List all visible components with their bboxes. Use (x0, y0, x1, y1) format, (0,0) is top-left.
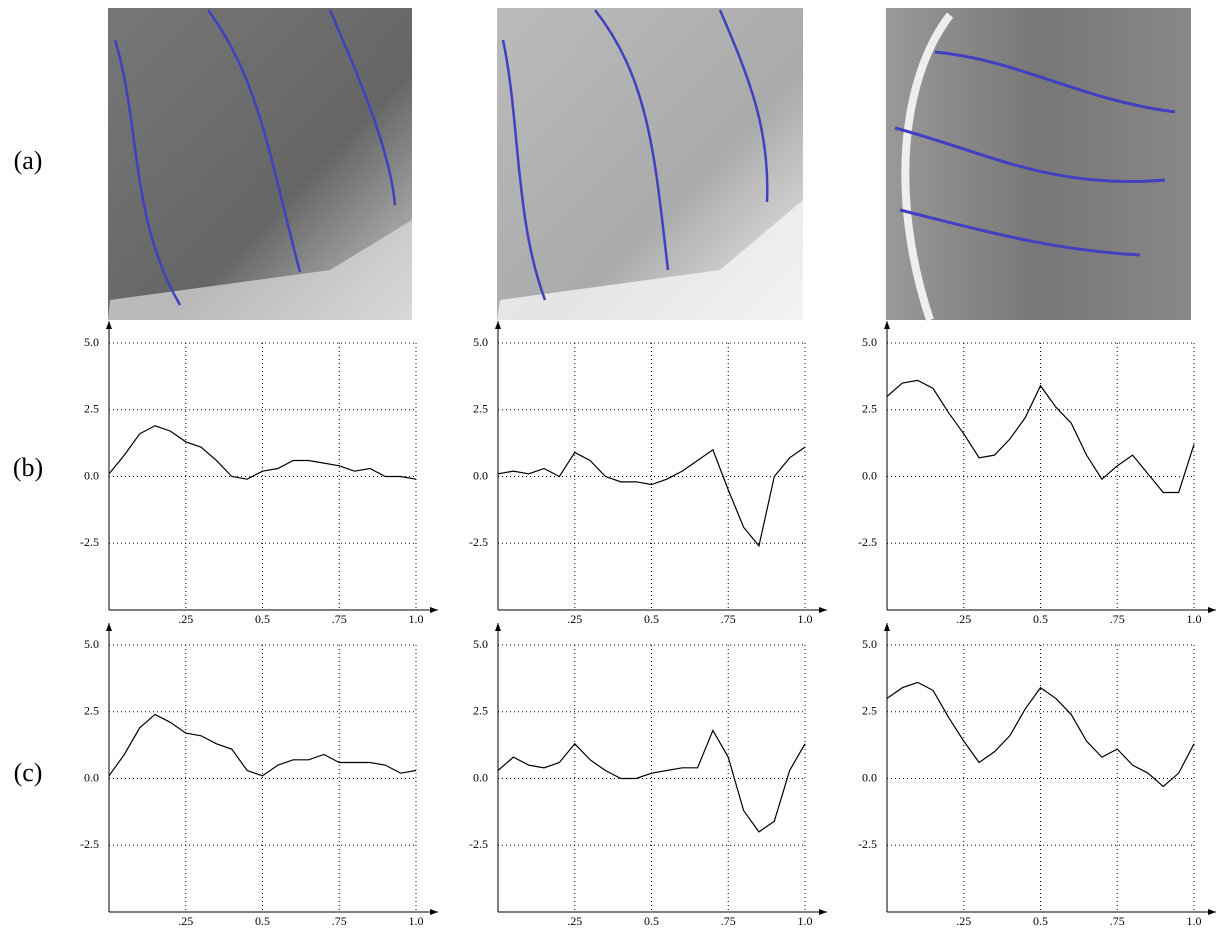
x-tick-label: .25 (178, 612, 193, 626)
y-tick-label: -2.5 (858, 535, 877, 549)
image-2 (497, 8, 803, 320)
y-tick-label: -2.5 (469, 837, 488, 851)
y-tick-label: 5.0 (862, 335, 877, 349)
x-tick-label: .75 (721, 914, 736, 928)
y-tick-label: 5.0 (84, 335, 99, 349)
y-tick-label: 5.0 (473, 637, 488, 651)
x-axis-arrow (430, 909, 438, 915)
series-line (108, 713, 417, 777)
series-line (497, 729, 806, 833)
y-axis-arrow (884, 321, 890, 329)
row-label: (b) (13, 453, 43, 482)
y-tick-label: 5.0 (84, 637, 99, 651)
x-tick-label: .25 (956, 914, 971, 928)
x-tick-label: 1.0 (409, 612, 424, 626)
y-tick-label: 0.0 (84, 770, 99, 784)
x-tick-label: .25 (178, 914, 193, 928)
y-tick-label: 0.0 (84, 468, 99, 482)
x-tick-label: 1.0 (798, 914, 813, 928)
x-tick-label: .75 (1110, 612, 1125, 626)
image-3 (886, 8, 1191, 322)
y-axis-arrow (106, 321, 112, 329)
y-tick-label: 2.5 (862, 402, 877, 416)
x-tick-label: .75 (332, 914, 347, 928)
series-line (108, 425, 417, 480)
x-tick-label: .75 (332, 612, 347, 626)
x-tick-label: 1.0 (798, 612, 813, 626)
x-axis-arrow (819, 607, 827, 613)
y-tick-label: 2.5 (473, 402, 488, 416)
y-axis-arrow (884, 623, 890, 631)
y-tick-label: 2.5 (862, 704, 877, 718)
series-line (886, 681, 1195, 788)
x-tick-label: .75 (1110, 914, 1125, 928)
y-tick-label: 5.0 (862, 637, 877, 651)
y-tick-label: -2.5 (80, 837, 99, 851)
y-tick-label: -2.5 (80, 535, 99, 549)
y-tick-label: 2.5 (84, 704, 99, 718)
row-label: (a) (14, 146, 43, 175)
y-axis-arrow (106, 623, 112, 631)
y-tick-label: 0.0 (473, 468, 488, 482)
x-tick-label: 1.0 (1187, 914, 1202, 928)
row-label: (c) (14, 758, 43, 787)
y-tick-label: 5.0 (473, 335, 488, 349)
x-tick-label: 0.5 (255, 914, 270, 928)
y-tick-label: -2.5 (858, 837, 877, 851)
x-tick-label: .25 (956, 612, 971, 626)
series-line (497, 446, 806, 548)
y-axis-arrow (495, 321, 501, 329)
x-tick-label: 0.5 (1033, 914, 1048, 928)
x-tick-label: 1.0 (409, 914, 424, 928)
y-tick-label: 0.0 (473, 770, 488, 784)
x-tick-label: 0.5 (255, 612, 270, 626)
image-1 (108, 8, 412, 320)
y-tick-label: -2.5 (469, 535, 488, 549)
x-tick-label: .25 (567, 914, 582, 928)
y-tick-label: 2.5 (84, 402, 99, 416)
x-tick-label: 0.5 (644, 612, 659, 626)
x-tick-label: 1.0 (1187, 612, 1202, 626)
y-axis-arrow (495, 623, 501, 631)
x-tick-label: .25 (567, 612, 582, 626)
x-axis-arrow (1208, 909, 1216, 915)
y-tick-label: 0.0 (862, 468, 877, 482)
x-axis-arrow (1208, 607, 1216, 613)
x-axis-arrow (819, 909, 827, 915)
x-tick-label: 0.5 (644, 914, 659, 928)
x-tick-label: 0.5 (1033, 612, 1048, 626)
x-tick-label: .75 (721, 612, 736, 626)
x-axis-arrow (430, 607, 438, 613)
y-tick-label: 0.0 (862, 770, 877, 784)
y-tick-label: 2.5 (473, 704, 488, 718)
series-line (886, 379, 1195, 494)
